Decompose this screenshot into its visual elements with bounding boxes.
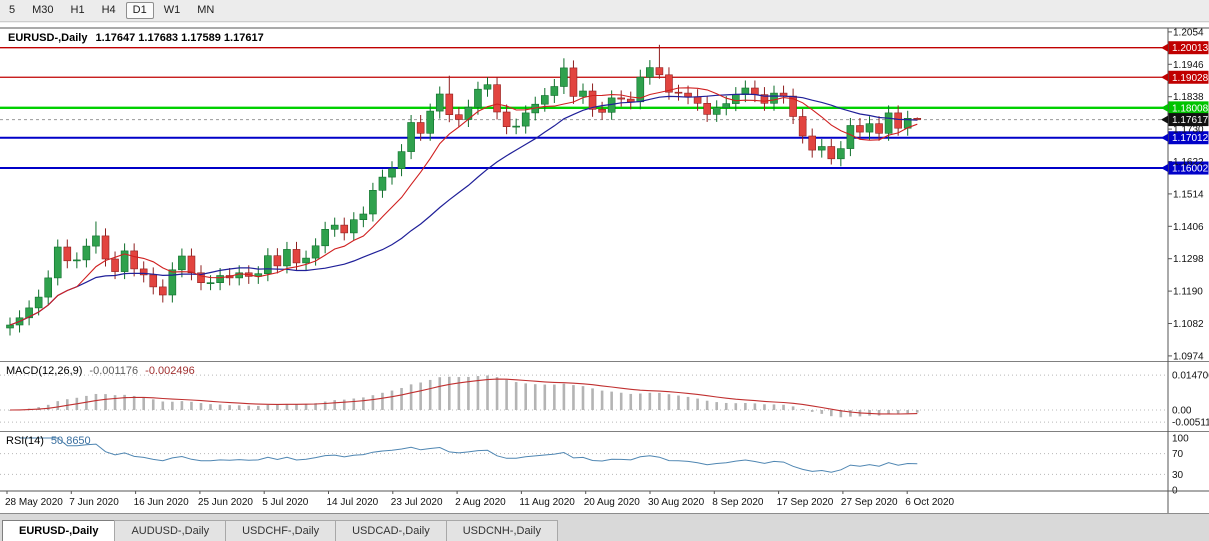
timeframe-button-m30[interactable]: M30 — [25, 2, 60, 19]
chart-title: EURUSD-,Daily 1.17647 1.17683 1.17589 1.1… — [8, 32, 264, 44]
tab-usdcnh-daily[interactable]: USDCNH-,Daily — [445, 520, 558, 541]
rsi-label: RSI(14) — [6, 435, 44, 447]
timeframe-button-h1[interactable]: H1 — [64, 2, 92, 19]
macd-label: MACD(12,26,9) — [6, 365, 83, 377]
symbol-period-label: EURUSD-,Daily — [8, 32, 88, 44]
timeframe-button-5[interactable]: 5 — [2, 2, 22, 19]
macd-main-value: -0.001176 — [89, 365, 139, 377]
rsi-value: 50.8650 — [50, 435, 91, 447]
timeframe-button-h4[interactable]: H4 — [95, 2, 123, 19]
timeframe-button-mn[interactable]: MN — [190, 2, 221, 19]
tab-usdcad-daily[interactable]: USDCAD-,Daily — [335, 520, 447, 541]
macd-signal-value: -0.002496 — [145, 365, 195, 377]
rsi-indicator-header: RSI(14) 50.8650 — [6, 435, 91, 447]
chart-window-background — [0, 23, 1209, 513]
tab-usdchf-daily[interactable]: USDCHF-,Daily — [225, 520, 337, 541]
timeframe-button-d1[interactable]: D1 — [125, 2, 154, 19]
macd-indicator-header: MACD(12,26,9) -0.001176 -0.002496 — [6, 365, 195, 377]
tab-audusd-daily[interactable]: AUDUSD-,Daily — [114, 520, 227, 541]
timeframe-toolbar: 5 M30 H1 H4 D1 W1 MN — [0, 0, 1209, 22]
tab-eurusd-daily[interactable]: EURUSD-,Daily — [2, 520, 116, 541]
timeframe-button-w1[interactable]: W1 — [157, 2, 188, 19]
ohlc-readout: 1.17647 1.17683 1.17589 1.17617 — [95, 32, 264, 44]
chart-tab-bar: EURUSD-,Daily AUDUSD-,Daily USDCHF-,Daily U… — [0, 513, 1209, 541]
